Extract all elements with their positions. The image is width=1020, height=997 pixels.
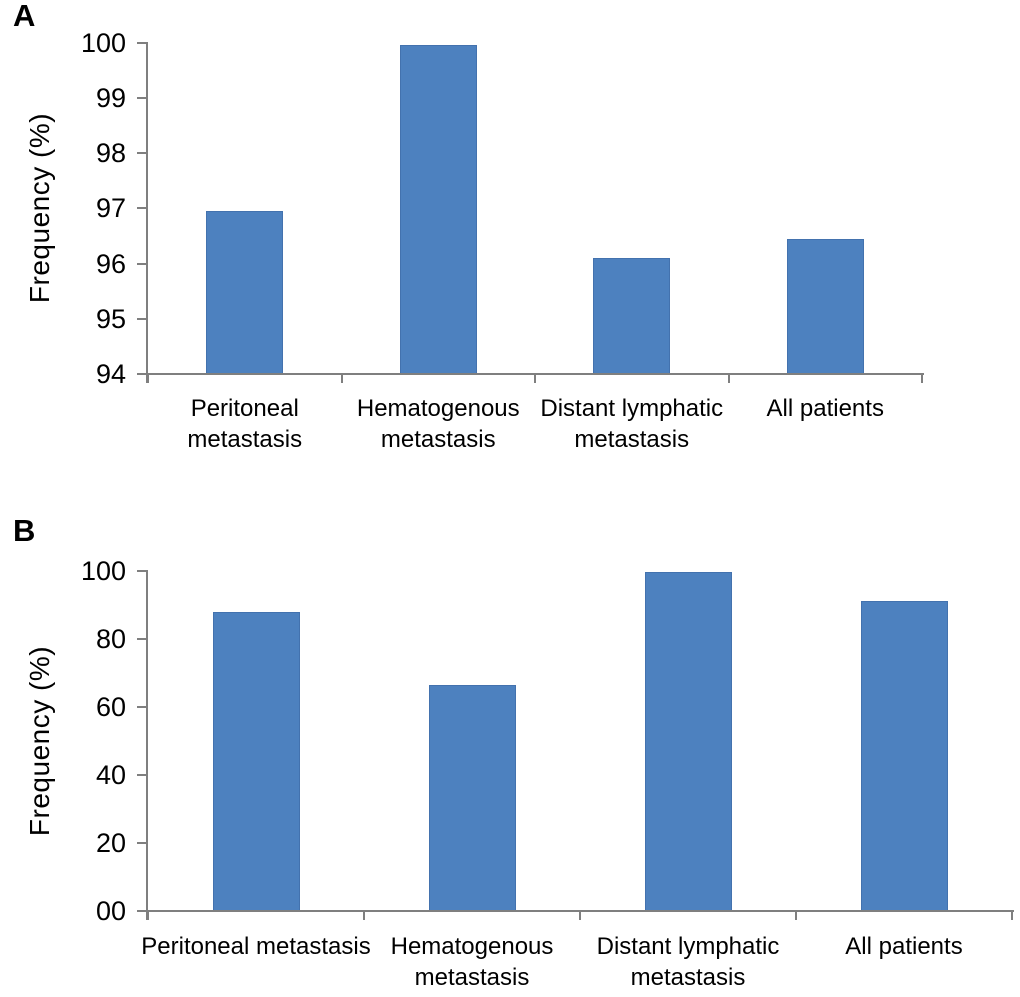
x-tick-mark xyxy=(921,374,923,383)
x-axis-line xyxy=(138,910,1014,912)
x-tick-mark xyxy=(363,911,365,920)
y-tick-mark xyxy=(137,706,148,708)
y-tick-mark xyxy=(137,207,148,210)
y-tick-mark xyxy=(137,910,148,912)
y-tick-mark xyxy=(137,152,148,154)
y-tick-mark xyxy=(137,41,148,44)
bar xyxy=(786,238,864,373)
y-tick-mark xyxy=(137,317,148,320)
category-label: All patients xyxy=(845,933,963,960)
y-tick-label: 98 xyxy=(95,138,126,168)
y-tick-mark xyxy=(137,774,148,776)
y-tick-mark xyxy=(137,842,148,844)
y-axis-line xyxy=(146,42,148,383)
y-tick-label: 95 xyxy=(95,303,126,334)
panel-label-b: B xyxy=(13,513,36,548)
y-tick-label: 100 xyxy=(80,556,126,586)
y-tick-label: 60 xyxy=(95,692,126,722)
bar xyxy=(212,611,300,910)
y-tick-label: 00 xyxy=(95,896,126,926)
bar xyxy=(593,257,671,373)
x-tick-mark xyxy=(147,374,149,383)
category-label: All patients xyxy=(766,395,884,422)
x-tick-mark xyxy=(795,911,797,920)
y-axis-line xyxy=(146,571,148,920)
bar xyxy=(644,572,732,910)
x-tick-mark xyxy=(147,911,149,920)
x-axis-line xyxy=(138,373,924,375)
category-label: Hematogenous metastasis xyxy=(390,933,554,991)
y-tick-label: 40 xyxy=(95,760,126,790)
x-tick-mark xyxy=(534,374,536,383)
category-label: Distant lymphatic metastasis xyxy=(540,395,724,453)
category-label: Peritoneal metastasis xyxy=(187,395,303,453)
y-tick-label: 96 xyxy=(95,248,126,279)
x-tick-mark xyxy=(727,374,730,383)
x-tick-mark xyxy=(579,911,581,920)
y-tick-mark xyxy=(137,96,148,99)
y-axis-title-b: Frequency (%) xyxy=(24,645,55,837)
bar xyxy=(399,45,477,373)
y-tick-mark xyxy=(137,373,148,375)
panel-label-a: A xyxy=(13,0,36,33)
bar xyxy=(428,684,516,910)
x-tick-mark xyxy=(340,374,343,383)
y-tick-label: 80 xyxy=(95,624,126,654)
y-tick-label: 94 xyxy=(95,359,126,389)
bar xyxy=(206,211,284,373)
y-tick-label: 99 xyxy=(95,82,126,113)
category-label: Peritoneal metastasis xyxy=(141,933,371,960)
y-tick-label: 100 xyxy=(80,27,126,58)
category-label: Distant lymphatic metastasis xyxy=(596,933,780,991)
category-label: Hematogenous metastasis xyxy=(356,395,520,453)
y-tick-mark xyxy=(137,262,148,265)
y-tick-mark xyxy=(137,570,148,572)
y-tick-mark xyxy=(137,638,148,640)
y-tick-label: 20 xyxy=(95,828,126,858)
y-tick-label: 97 xyxy=(95,193,126,224)
bar xyxy=(860,600,948,910)
x-tick-mark xyxy=(1011,911,1013,920)
